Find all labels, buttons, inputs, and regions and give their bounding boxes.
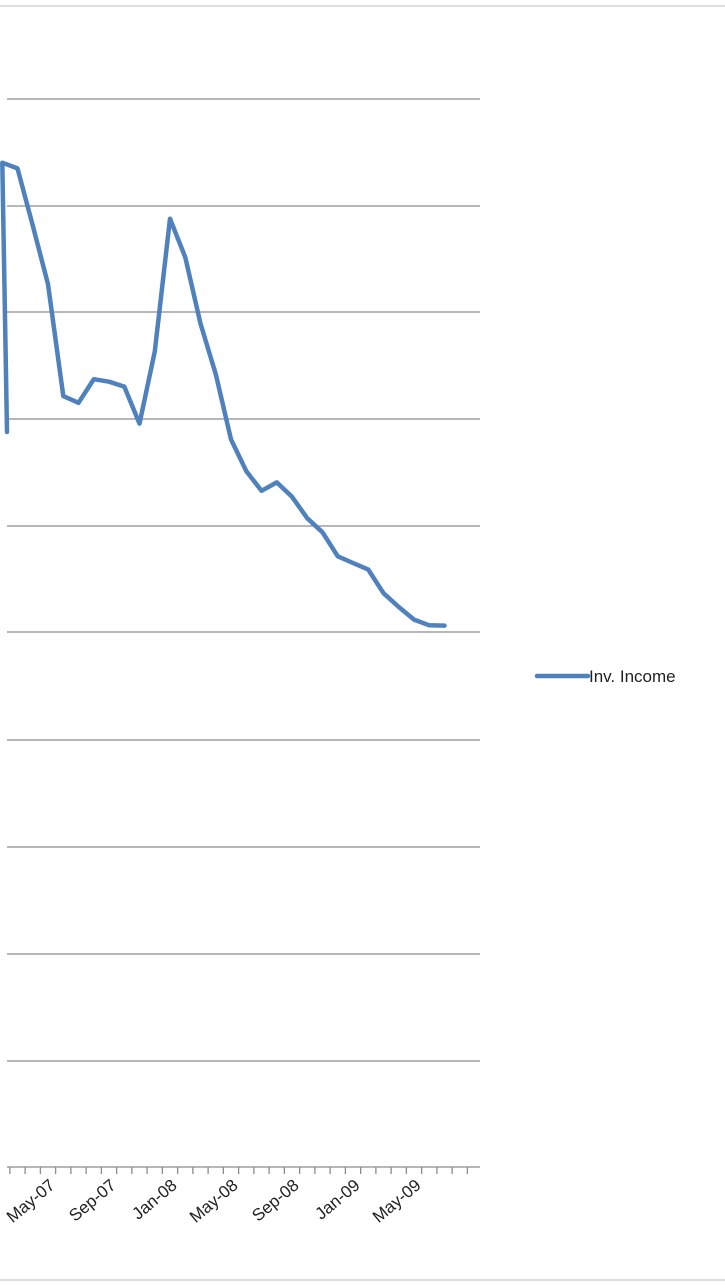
x-tick-label: May-08: [186, 1176, 242, 1227]
legend: Inv. Income: [534, 667, 676, 686]
x-tick-label: Sep-08: [248, 1176, 302, 1226]
x-tick-label: Jan-09: [312, 1176, 364, 1224]
series-group: [0, 160, 447, 628]
x-axis-tick-labels: Jan-07May-07Sep-07Jan-08May-08Sep-08Jan-…: [3, 1176, 425, 1227]
x-tick-label: Sep-07: [65, 1176, 119, 1226]
x-tick-label: May-09: [369, 1176, 425, 1227]
x-tick-label: Jan-08: [129, 1176, 181, 1224]
legend-label-inv-income: Inv. Income: [589, 667, 676, 686]
gridlines: [7, 98, 480, 1062]
x-tick-label: May-07: [3, 1176, 59, 1227]
x-axis-ticks: [7, 1166, 480, 1174]
series-line-inv-income: [0, 160, 447, 628]
